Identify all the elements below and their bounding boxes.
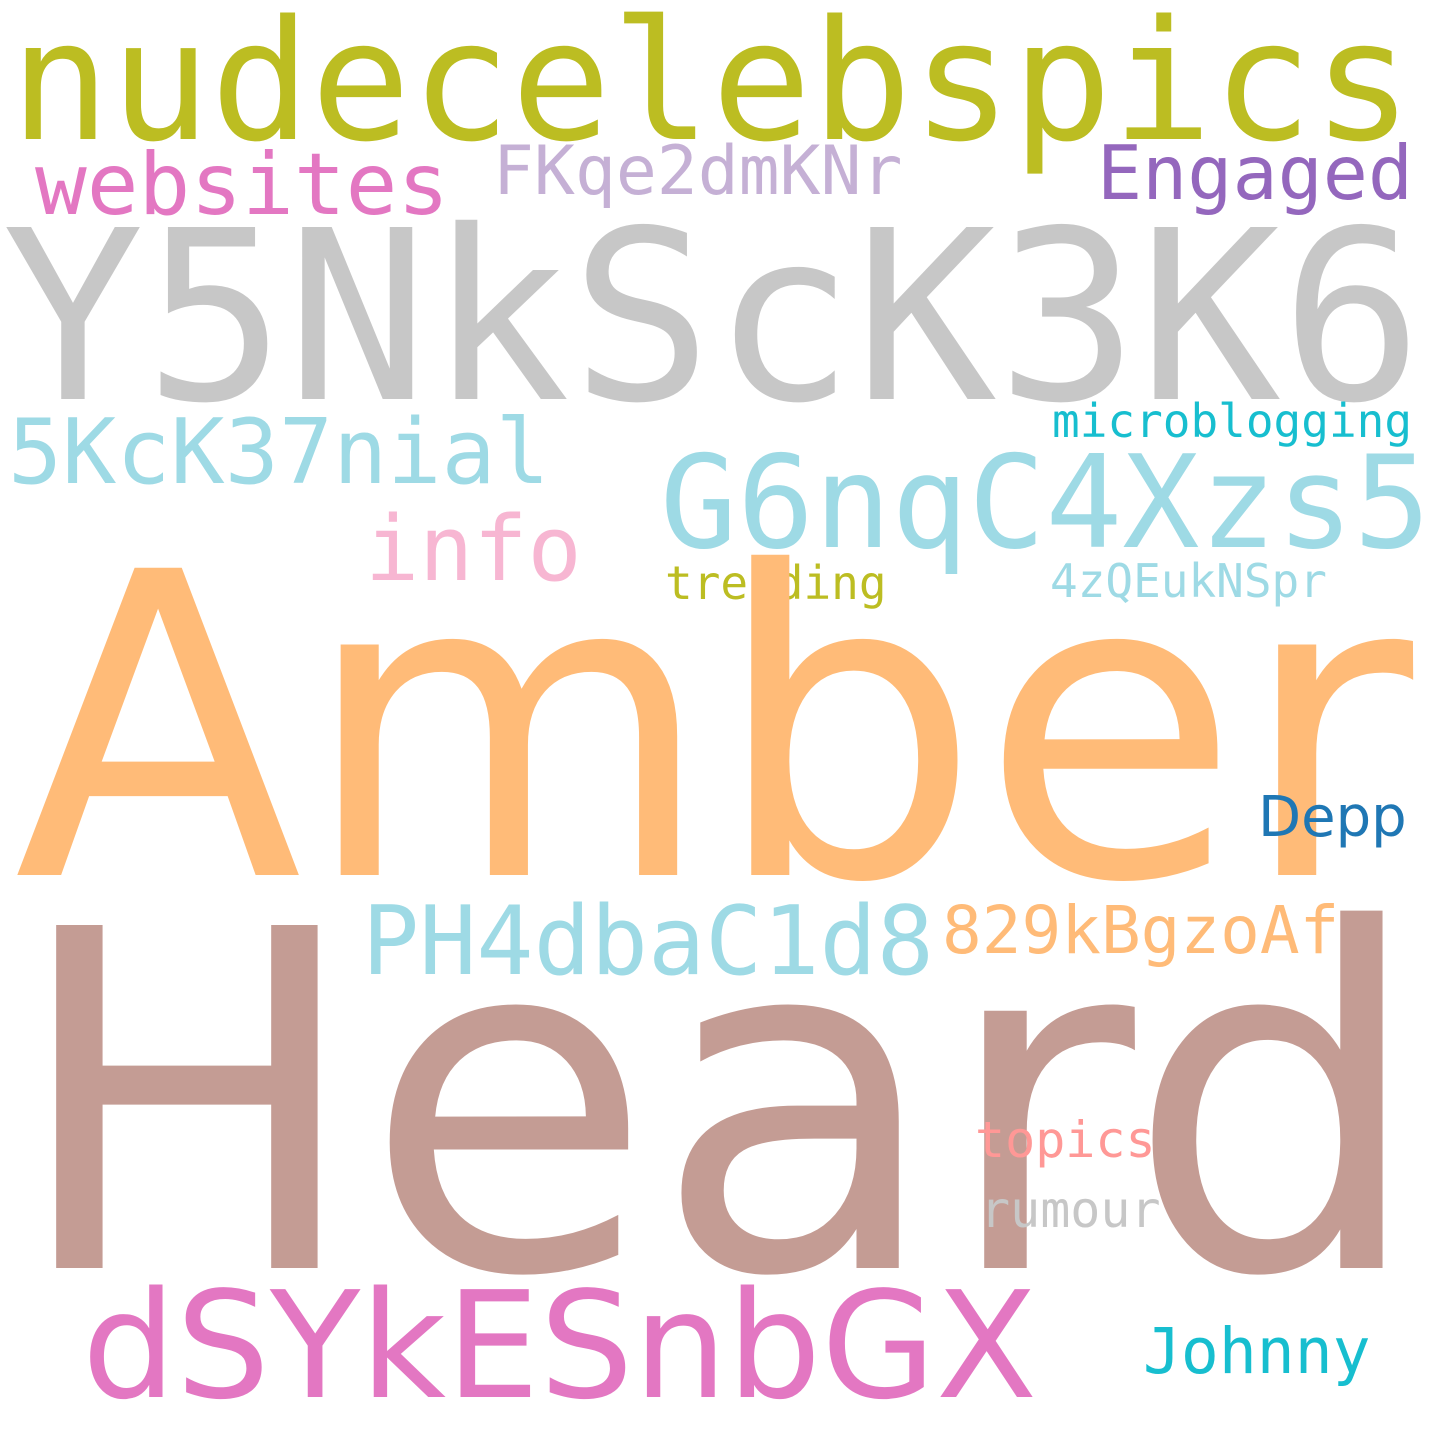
word-ph4dbac1d8: PH4dbaC1d8 xyxy=(362,887,934,997)
word-5kck37nial: 5KcK37nial xyxy=(8,400,550,505)
word-johnny: Johnny xyxy=(1143,1315,1371,1388)
word-heard: Heard xyxy=(10,831,1426,1379)
word-y5nkscck3k6: Y5NkScK3K6 xyxy=(2,180,1423,455)
word-amber: Amber xyxy=(14,485,1414,975)
word-trending: trending xyxy=(665,556,887,610)
word-microblogging: microblogging xyxy=(1052,394,1413,448)
word-829kbgzoaf: 829kBgzoAf xyxy=(942,892,1340,969)
word-engaged: Engaged xyxy=(1097,129,1414,217)
word-nudecelebspics: nudecelebspics xyxy=(10,0,1413,179)
word-dsykesnbgx: dSYkESnbGX xyxy=(82,1260,1038,1432)
word-rumour: rumour xyxy=(980,1181,1161,1239)
word-g6nqc4xzs5: G6nqC4Xzs5 xyxy=(660,429,1431,578)
word-websites: websites xyxy=(35,135,450,235)
word-fkqe2dmknr: FKqe2dmKNr xyxy=(493,132,903,211)
word-4zqeuknspr: 4zQEukNSpr xyxy=(1050,554,1327,608)
word-depp: Depp xyxy=(1258,785,1407,850)
word-info: info xyxy=(365,497,582,602)
word-topics: topics xyxy=(975,1111,1156,1169)
